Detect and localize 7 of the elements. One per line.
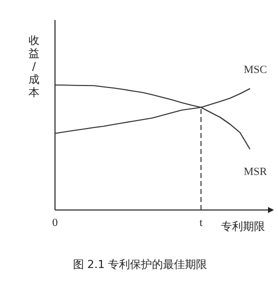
text: 图 2.1 专利保护的最佳期限: [72, 258, 208, 271]
series-label: MSC: [244, 64, 267, 76]
series-label: MSR: [244, 166, 268, 178]
x-tick-label: 0: [52, 217, 58, 229]
x-axis-title: 专利期限: [221, 220, 265, 233]
x-tick-label: t: [199, 217, 203, 229]
y-axis-title: 收益/成本: [28, 34, 40, 99]
